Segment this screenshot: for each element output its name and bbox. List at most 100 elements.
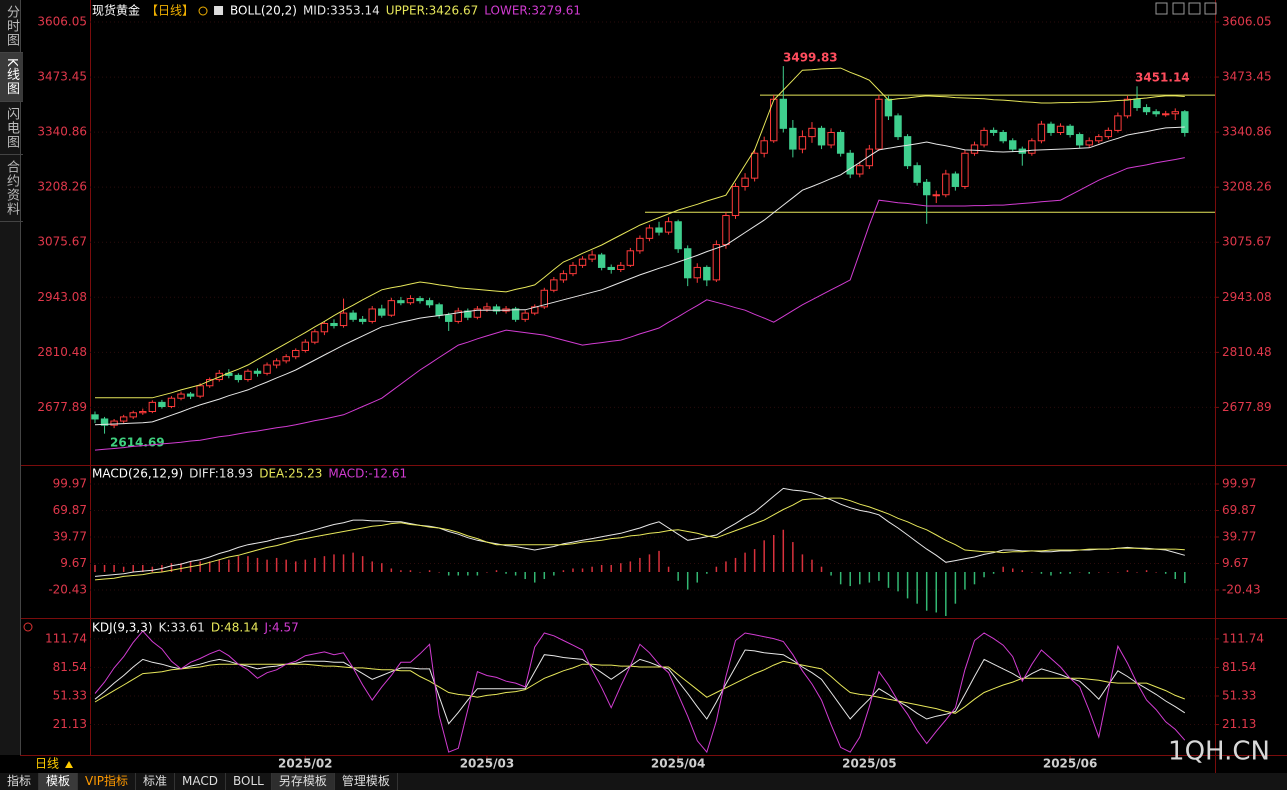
- macd-bar: [237, 556, 240, 572]
- tab[interactable]: BOLL: [226, 773, 272, 790]
- macd-bar: [275, 557, 278, 572]
- macd-bar: [266, 559, 268, 572]
- macd-bar: [314, 557, 316, 572]
- macd-bar: [849, 571, 851, 587]
- icon[interactable]: [1155, 2, 1168, 15]
- candle-body: [282, 356, 290, 362]
- indicator-line: [94, 157, 1185, 451]
- tab[interactable]: VIP指标: [78, 773, 137, 790]
- macd-bar: [581, 568, 584, 572]
- y-tick-label: 2810.48: [1222, 345, 1272, 359]
- legend-entry: UPPER:3426.67: [386, 4, 478, 18]
- macd-bar: [1126, 570, 1129, 572]
- indicator-line: [94, 649, 1186, 725]
- bottom-tabs: 指标 模板 VIP指标 标准 MACD BOLL 另存模板 管理模板: [0, 773, 1287, 790]
- y-tick-label: 3340.86: [37, 125, 87, 139]
- candle-body: [951, 173, 960, 187]
- candle-body: [253, 370, 262, 374]
- macd-bar: [218, 559, 221, 572]
- candle-body: [913, 165, 921, 183]
- side-tab[interactable]: 分时图: [0, 0, 23, 53]
- macd-bar: [285, 559, 287, 572]
- y-tick-label: 3606.05: [1222, 15, 1272, 29]
- candle-body: [865, 148, 874, 167]
- candle-body: [722, 215, 730, 246]
- macd-bar: [495, 570, 498, 572]
- macd-bar: [361, 556, 364, 572]
- y-tick-label: 9.67: [60, 556, 87, 570]
- icon[interactable]: [1172, 2, 1185, 15]
- candle-body: [789, 127, 797, 150]
- macd-bar: [323, 556, 326, 572]
- legend-entry: DEA:25.23: [259, 467, 322, 481]
- icon[interactable]: [1204, 2, 1217, 15]
- tab[interactable]: 另存模板: [271, 773, 335, 790]
- candle-body: [330, 322, 338, 327]
- tab[interactable]: 模板: [39, 773, 79, 790]
- side-tab[interactable]: 闪电图: [0, 102, 23, 155]
- candle-body: [664, 221, 673, 233]
- candle-body: [903, 136, 912, 167]
- candle-body: [1037, 123, 1046, 142]
- side-tab[interactable]: K线图: [0, 53, 23, 102]
- macd-bar: [543, 571, 546, 580]
- candle-body: [1181, 111, 1189, 133]
- candle-body: [607, 266, 615, 271]
- macd-bar: [753, 549, 756, 572]
- tab[interactable]: 管理模板: [335, 773, 398, 790]
- period-button[interactable]: 日线: [35, 757, 59, 771]
- y-tick-label: 69.87: [53, 503, 87, 517]
- candle-body: [550, 279, 558, 291]
- tab[interactable]: 标准: [136, 773, 176, 790]
- y-tick-label: 2810.48: [37, 345, 87, 359]
- macd-bar: [256, 557, 259, 572]
- candle-body: [655, 227, 663, 233]
- y-tick-label: 21.13: [1222, 717, 1256, 731]
- candle-body: [588, 254, 596, 260]
- candle-body: [856, 165, 864, 175]
- candle-body: [617, 264, 625, 271]
- x-tick-label: 2025/04: [651, 757, 705, 771]
- side-tab[interactable]: 合约资料: [0, 155, 23, 222]
- sidebar: 分时图 K线图 闪电图 合约资料: [0, 0, 23, 755]
- candle-body: [1123, 98, 1132, 117]
- candle-body: [320, 322, 329, 333]
- candle-body: [454, 310, 462, 322]
- candle-body: [301, 341, 310, 351]
- indicator-line: [94, 497, 1185, 581]
- y-tick-label: 81.54: [53, 660, 87, 674]
- candle-body: [416, 298, 424, 302]
- y-tick-label: 99.97: [53, 477, 87, 491]
- legend-entry: DIFF:18.93: [189, 467, 253, 481]
- macd-bar: [945, 571, 947, 616]
- macd-bar: [715, 566, 718, 572]
- y-tick-label: 2943.08: [1222, 290, 1272, 304]
- legend-entry: D:48.14: [211, 621, 259, 635]
- legend-entry: LOWER:3279.61: [484, 4, 581, 18]
- candle-body: [511, 308, 520, 320]
- y-tick-label: 111.74: [45, 631, 87, 645]
- candle-body: [1047, 123, 1055, 133]
- candle-body: [961, 152, 969, 187]
- tab[interactable]: MACD: [175, 773, 227, 790]
- period-arrow[interactable]: [65, 761, 73, 768]
- candle-body: [923, 181, 931, 196]
- macd-bar: [744, 552, 746, 572]
- candle-body: [492, 306, 501, 312]
- macd-bar: [1107, 571, 1110, 573]
- candle-body: [1095, 136, 1103, 142]
- macd-bar: [562, 570, 565, 572]
- tab[interactable]: 指标: [0, 773, 40, 790]
- macd-bar: [1136, 571, 1138, 573]
- candle-body: [473, 308, 482, 318]
- candle-body: [292, 349, 300, 358]
- macd-bar: [1117, 571, 1119, 573]
- icon[interactable]: [1188, 2, 1201, 15]
- y-tick-label: 3606.05: [37, 15, 87, 29]
- chart: 3499.83 3451.14 2614.69 日线 1QH.CN 3606.0…: [20, 0, 1287, 773]
- indicator-line: [94, 487, 1185, 577]
- add-icon: [198, 6, 208, 16]
- settings-icon[interactable]: [23, 622, 33, 632]
- macd-bar: [1088, 571, 1090, 574]
